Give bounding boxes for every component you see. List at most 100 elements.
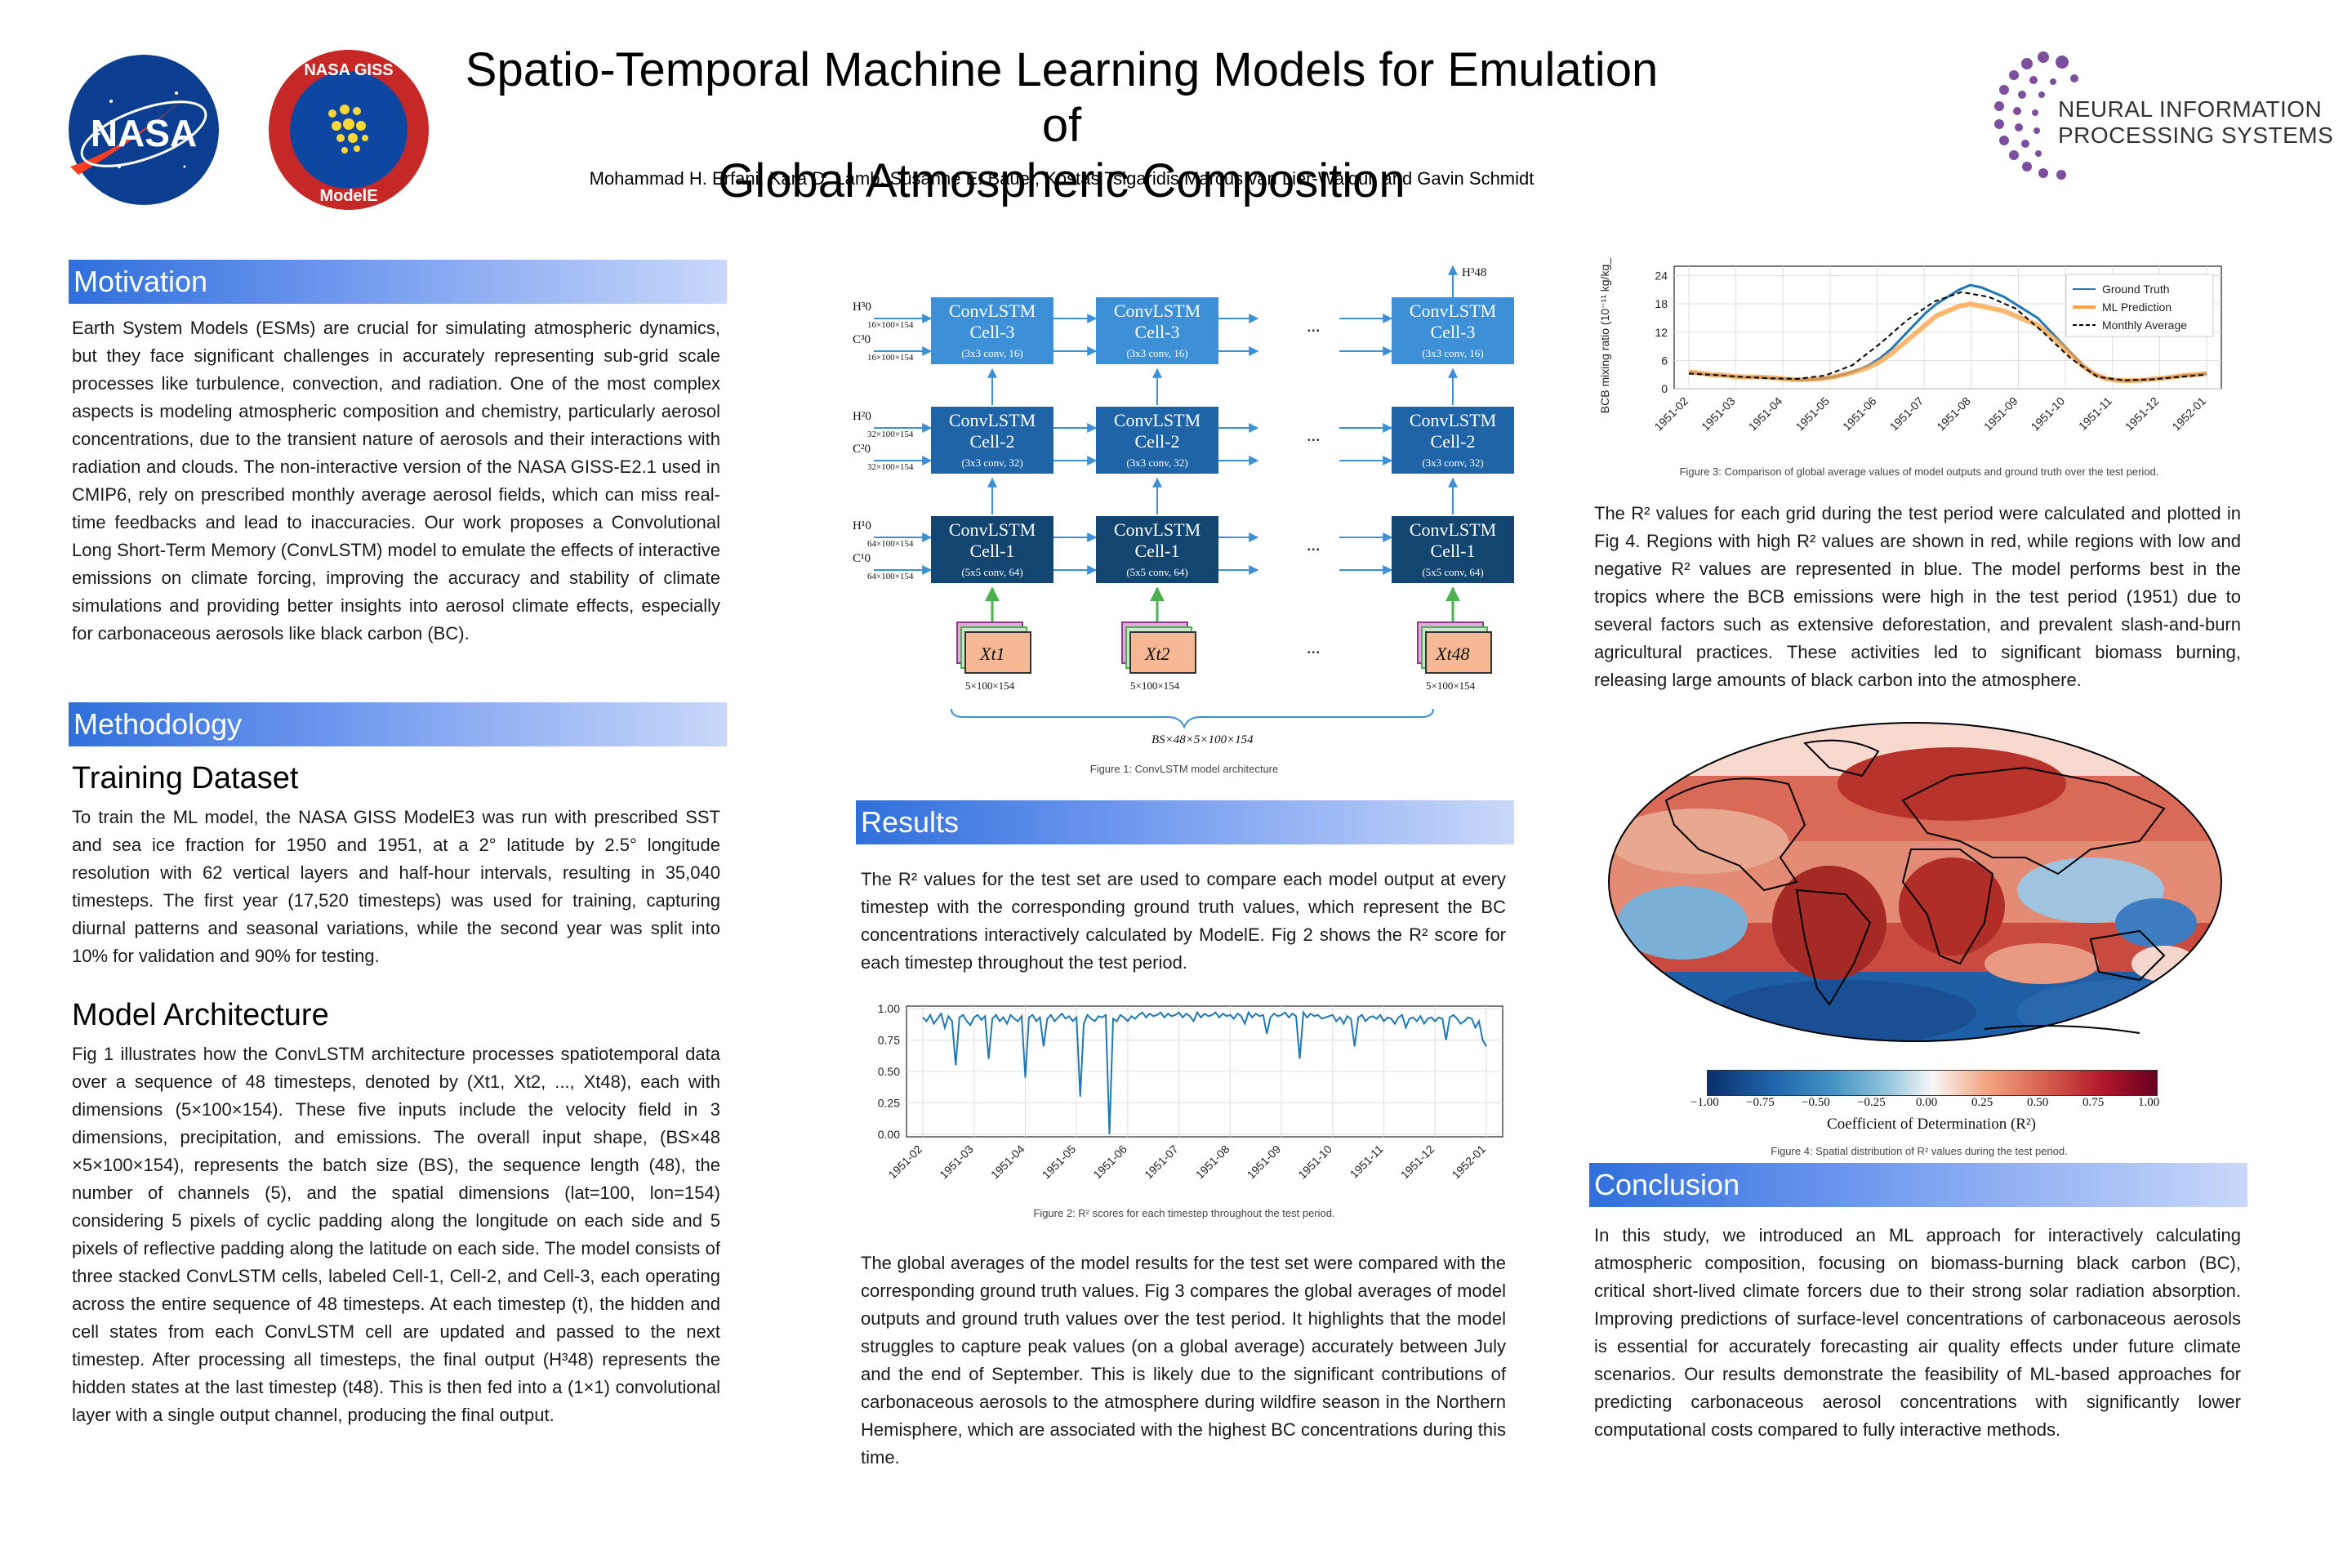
x-tick-label: 1951-02 — [885, 1143, 924, 1182]
figure-2-svg: 1.00 0.75 0.50 0.25 0.00 1951-02 1951-03 1951-0… — [878, 1002, 1503, 1182]
input-x-t1: Xt1 — [980, 644, 1005, 664]
cell-3-t2: ConvLSTM Cell-3 (3x3 conv, 16) — [1096, 297, 1218, 364]
y-tick-label: 6 — [1661, 354, 1668, 367]
legend-label: ML Prediction — [2102, 301, 2172, 314]
input-x-t48: Xt48 — [1436, 644, 1470, 664]
x-tick-label: 1951-05 — [1040, 1143, 1079, 1182]
cell-spec: (3x3 conv, 16) — [1422, 347, 1484, 359]
figure-2-caption: Figure 2: R² scores for each timestep th… — [1033, 1207, 1335, 1219]
x-tick-label: 1951-04 — [988, 1143, 1027, 1182]
colorbar-tick: 0.00 — [1916, 1096, 1938, 1109]
c0-3-label: C³0 — [853, 333, 871, 346]
c0-2-label: C²0 — [853, 443, 871, 456]
cell-name: ConvLSTM — [948, 301, 1036, 321]
cell-spec: (5x5 conv, 64) — [961, 566, 1023, 578]
input-x-t2: Xt2 — [1145, 644, 1170, 664]
legend-label: Monthly Average — [2102, 318, 2187, 332]
y-tick-label: 0.25 — [878, 1096, 900, 1109]
x-tick-label: 1951-12 — [1398, 1143, 1437, 1182]
cell-spec: (3x3 conv, 32) — [1422, 457, 1484, 469]
colorbar-label: Coefficient of Determination (R²) — [1827, 1116, 2036, 1133]
x-tick-label: 1951-06 — [1090, 1143, 1129, 1182]
cell-label: Cell-1 — [1134, 541, 1180, 561]
results-text-1: The R² values for the test set are used … — [861, 869, 1506, 973]
cell-spec: (5x5 conv, 64) — [1422, 566, 1484, 578]
y-tick-label: 1.00 — [878, 1002, 900, 1015]
cell-spec: (3x3 conv, 16) — [1126, 347, 1188, 359]
model-architecture-heading: Model Architecture — [72, 998, 329, 1032]
x-tick-label: 1951-04 — [1746, 394, 1785, 434]
model-architecture-text: Fig 1 illustrates how the ConvLSTM archi… — [72, 1044, 720, 1425]
figure-4-caption: Figure 4: Spatial distribution of R² val… — [1771, 1145, 2068, 1157]
figure-1-caption: Figure 1: ConvLSTM model architecture — [1089, 763, 1279, 775]
x-tick-label: 1951-03 — [937, 1143, 976, 1182]
x-tick-label: 1952-01 — [2169, 394, 2208, 434]
ellipsis-row-1: ... — [1307, 534, 1321, 555]
cell-label: Cell-2 — [1134, 431, 1180, 452]
figure-2-chart: 1.00 0.75 0.50 0.25 0.00 1951-02 1951-03 1951-0… — [849, 996, 1519, 1200]
nasa-logo-text: NASA — [91, 112, 197, 154]
x-tick-label: 1951-09 — [1981, 394, 2020, 434]
figure-4-svg — [1608, 722, 2222, 1042]
dim-3a: 16×100×154 — [867, 320, 914, 330]
cell-3-t48: ConvLSTM Cell-3 (3x3 conv, 16) — [1392, 297, 1514, 364]
motivation-text: Earth System Models (ESMs) are crucial f… — [72, 318, 720, 644]
total-input-shape: BS×48×5×100×154 — [1152, 733, 1254, 746]
training-dataset-heading: Training Dataset — [72, 761, 299, 795]
cell-1-t48: ConvLSTM Cell-1 (5x5 conv, 64) — [1392, 516, 1514, 583]
ellipsis-inputs: ... — [1307, 637, 1321, 657]
y-axis-label: BCB mixing ratio (10⁻¹¹ kg/kg_air) — [1598, 258, 1611, 413]
colorbar-tick: 0.75 — [2082, 1096, 2105, 1109]
x-tick-label: 1951-02 — [1651, 394, 1690, 434]
cell-spec: (5x5 conv, 64) — [1126, 566, 1188, 578]
y-tick-label: 12 — [1655, 326, 1668, 339]
y-tick-label: 0 — [1661, 382, 1668, 395]
colorbar-tick: −0.25 — [1857, 1096, 1886, 1109]
c0-1-label: C¹0 — [853, 552, 871, 565]
figure-4-map — [1601, 719, 2238, 1062]
results-text-2: The global averages of the model results… — [861, 1253, 1506, 1468]
giss-logo-bottom-text: ModelE — [319, 187, 377, 205]
figure-1-arrows — [874, 265, 1492, 729]
conclusion-text: In this study, we introduced an ML appro… — [1594, 1225, 2241, 1440]
cell-spec: (3x3 conv, 32) — [961, 457, 1023, 469]
training-dataset-text: To train the ML model, the NASA GISS Mod… — [72, 807, 720, 966]
r2-series-line — [922, 1009, 1487, 1134]
x-tick-label: 1951-08 — [1193, 1143, 1232, 1182]
x-tick-label: 1951-10 — [1295, 1143, 1334, 1182]
x-tick-label: 1951-12 — [2123, 394, 2162, 434]
figure-3-chart: 0 6 12 18 24 1951-02 1951-03 1951-04 1951-05 1951… — [1592, 242, 2246, 462]
cell-label: Cell-3 — [1134, 322, 1180, 342]
x-tick-label: 1951-07 — [1887, 394, 1927, 434]
authors: Mohammad H. Erfani, Kara D. Lamb, Susann… — [589, 168, 1535, 189]
cell-label: Cell-1 — [1430, 541, 1476, 561]
y-tick-label: 0.00 — [878, 1128, 900, 1141]
cell-3-t1: ConvLSTM Cell-3 (3x3 conv, 16) — [931, 297, 1054, 364]
cell-name: ConvLSTM — [948, 410, 1036, 430]
dim-1b: 64×100×154 — [867, 572, 914, 581]
x-tick-label: 1951-09 — [1245, 1143, 1284, 1182]
x-tick-label: 1951-07 — [1142, 1143, 1181, 1182]
input-dim-t48: 5×100×154 — [1426, 679, 1476, 692]
dim-2a: 32×100×154 — [867, 430, 914, 439]
x-tick-label: 1951-03 — [1699, 394, 1738, 434]
dim-3b: 16×100×154 — [867, 353, 914, 363]
x-tick-label: 1951-06 — [1840, 394, 1879, 434]
cell-name: ConvLSTM — [1409, 301, 1497, 321]
dim-2b: 32×100×154 — [867, 462, 914, 472]
cell-name: ConvLSTM — [1113, 519, 1201, 540]
colorbar-tick: 0.25 — [1971, 1096, 1993, 1109]
input-dim-t1: 5×100×154 — [965, 679, 1015, 692]
motivation-heading: Motivation — [69, 260, 727, 304]
colorbar-tick: −1.00 — [1690, 1096, 1719, 1109]
nasa-logo: NASA — [62, 44, 234, 216]
right-text: The R² values for each grid during the t… — [1594, 503, 2241, 690]
colorbar-tick: 1.00 — [2138, 1096, 2160, 1109]
h0-3-label: H³0 — [853, 301, 871, 314]
x-tick-label: 1952-01 — [1449, 1143, 1488, 1182]
cell-name: ConvLSTM — [1409, 519, 1497, 540]
methodology-heading: Methodology — [69, 702, 727, 746]
legend-label: Ground Truth — [2102, 283, 2170, 296]
title-line-2: Global Atmospheric Composition — [718, 154, 1405, 207]
